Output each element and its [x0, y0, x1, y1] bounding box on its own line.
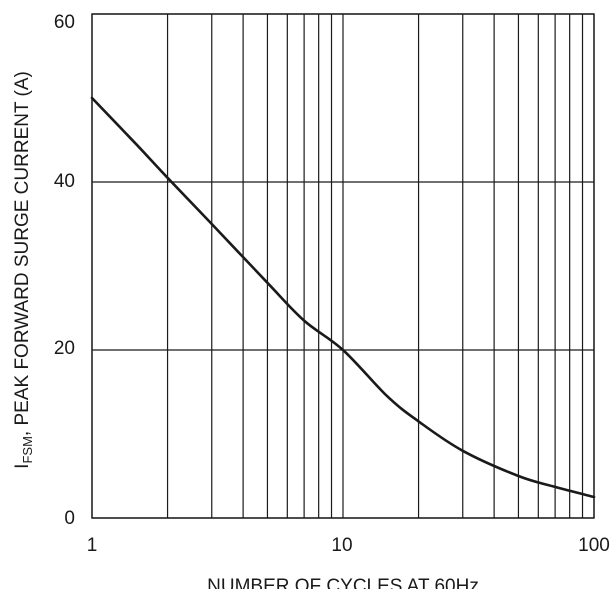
grid-lines [91, 13, 595, 519]
x-axis-ticks: 1 10 100 [87, 535, 610, 556]
x-tick-label-10: 10 [331, 535, 352, 556]
x-tick-label-1: 1 [87, 535, 98, 556]
y-axis-title-subscript: FSM [20, 436, 35, 463]
y-axis-ticks: 60 40 20 0 [54, 12, 75, 529]
y-tick-label-60: 60 [54, 12, 75, 33]
y-axis-title: IFSM, PEAK FORWARD SURGE CURRENT (A) [12, 71, 35, 469]
series-layer [90, 96, 596, 499]
surge-current-curve [90, 96, 596, 499]
plot-frame [91, 13, 595, 519]
y-tick-label-40: 40 [54, 171, 75, 192]
x-tick-label-100: 100 [578, 535, 610, 556]
y-axis-title-symbol: I [12, 464, 33, 469]
y-tick-label-0: 0 [64, 508, 75, 529]
x-axis-title: NUMBER OF CYCLES AT 60Hz [207, 576, 479, 589]
y-tick-label-20: 20 [54, 338, 75, 359]
y-axis-title-text: , PEAK FORWARD SURGE CURRENT (A) [12, 71, 33, 436]
